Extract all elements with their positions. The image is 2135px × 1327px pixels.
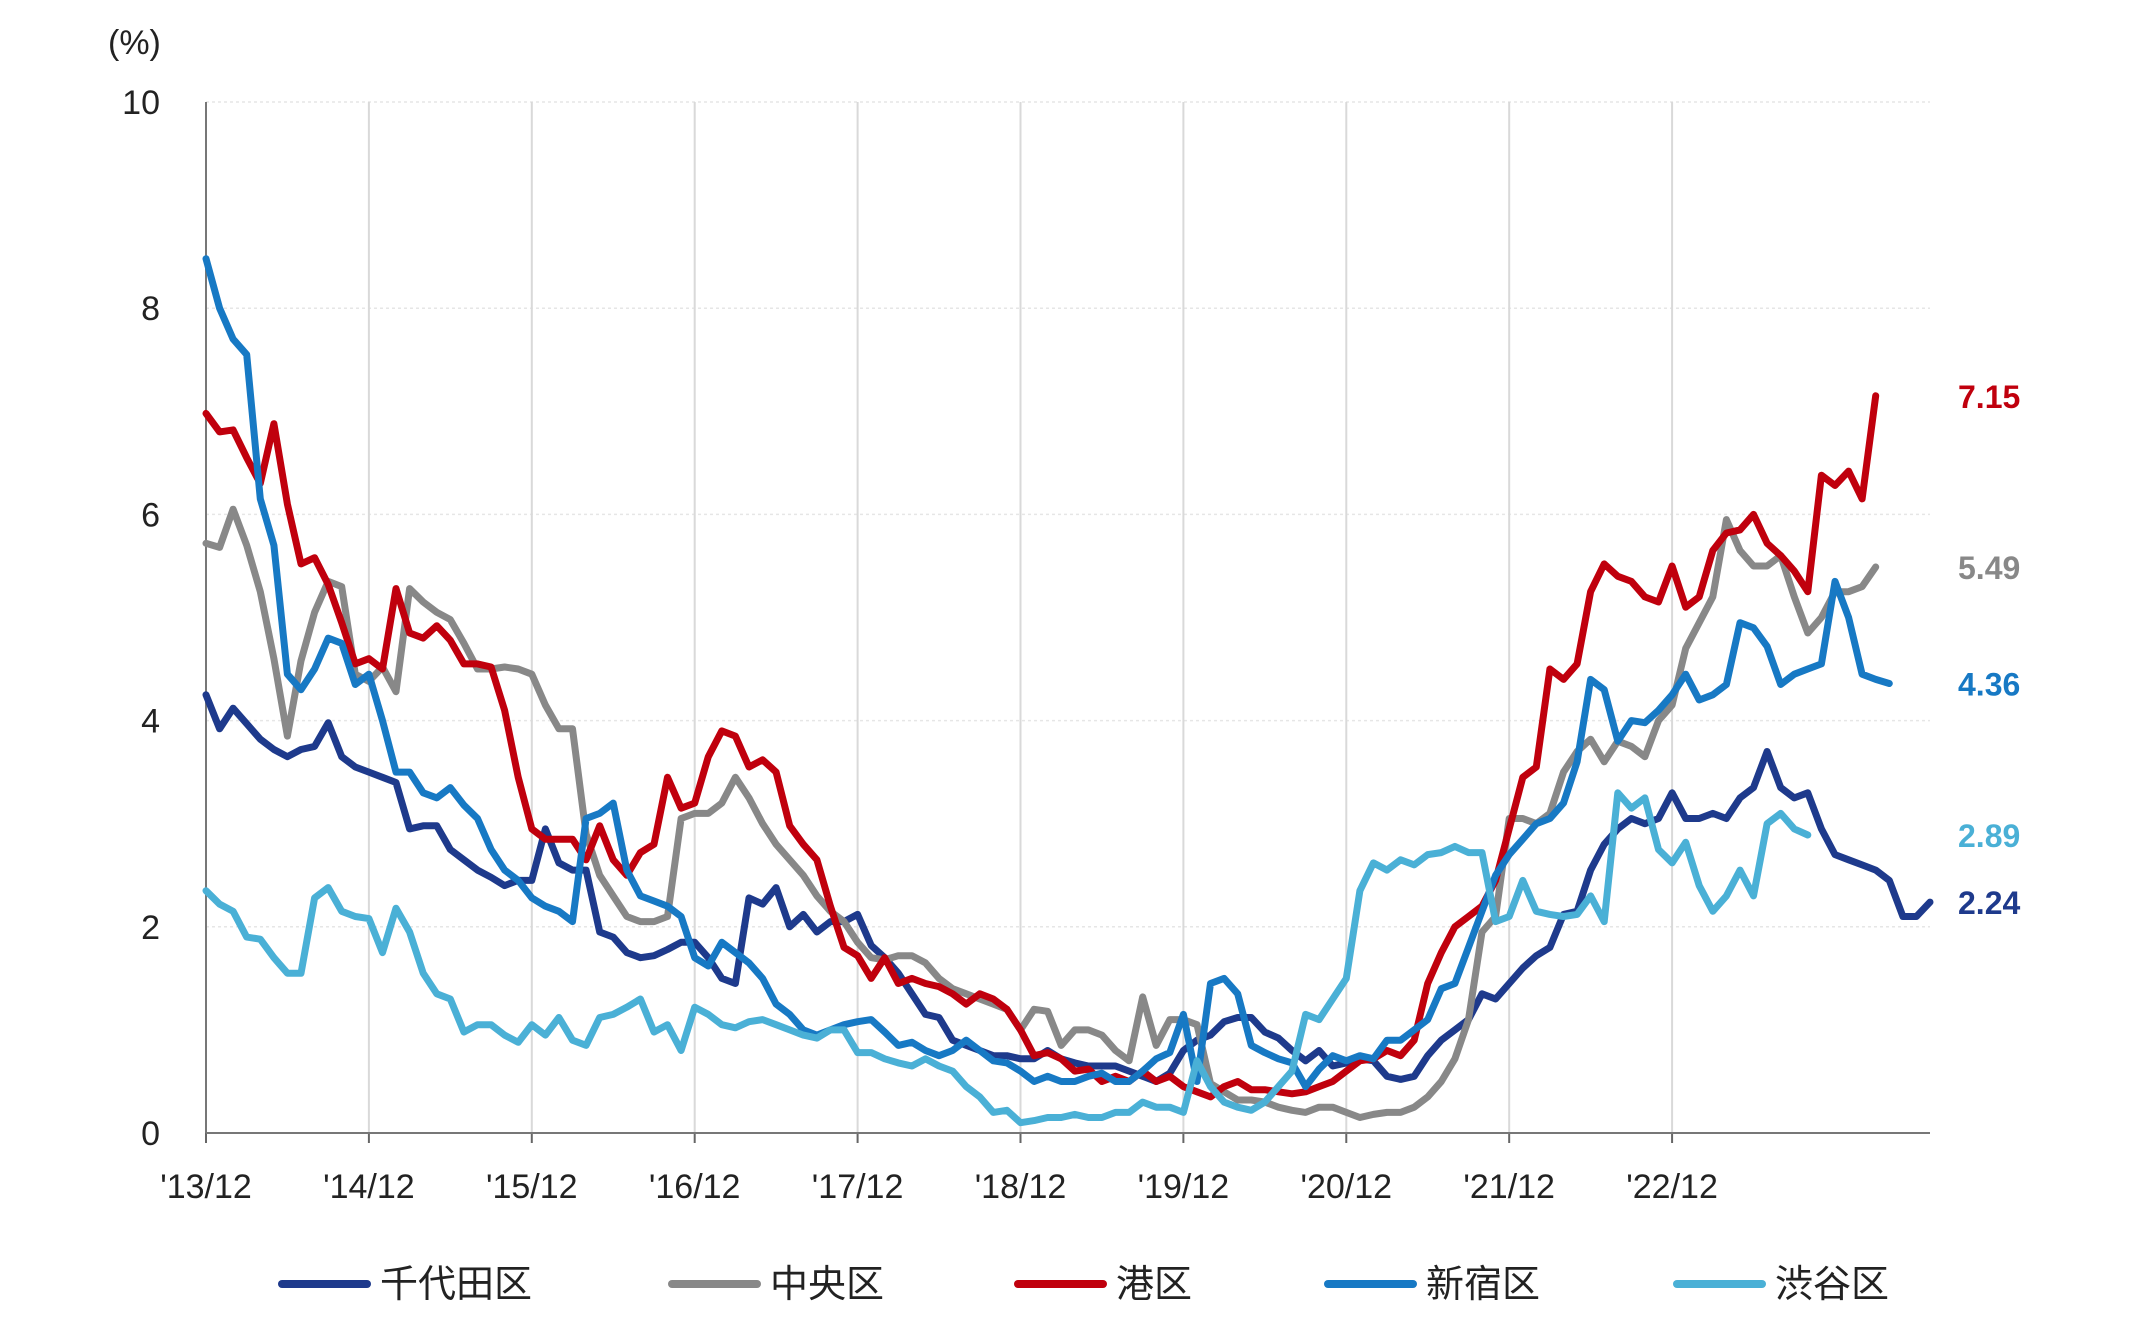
end-value-label: 4.36: [1958, 666, 2020, 702]
y-tick-label: 10: [122, 84, 160, 122]
y-tick-label: 2: [141, 909, 160, 947]
x-tick-label: '22/12: [1626, 1168, 1718, 1206]
series-line: [202, 789, 1812, 1127]
series-line: [202, 392, 1880, 1101]
x-tick-label: '19/12: [1138, 1168, 1230, 1206]
y-tick-label: 6: [141, 496, 160, 534]
x-tick-label: '17/12: [812, 1168, 904, 1206]
series-line: [202, 255, 1893, 1091]
end-value-label: 2.24: [1958, 885, 2020, 921]
x-tick-label: '20/12: [1300, 1168, 1392, 1206]
y-tick-label: 0: [141, 1115, 160, 1153]
legend-label: 中央区: [770, 1262, 884, 1306]
y-tick-labels: 0 2 4 6 8 10: [122, 84, 160, 1153]
end-value-label: 5.49: [1958, 550, 2020, 586]
legend: 千代田区 中央区 港区 新宿区 渋谷区: [278, 1262, 1889, 1306]
legend-label: 千代田区: [380, 1262, 532, 1306]
series-lines: [202, 255, 1934, 1127]
y-unit-label: (%): [108, 24, 161, 62]
x-tick-label: '18/12: [975, 1168, 1067, 1206]
legend-label: 新宿区: [1426, 1262, 1540, 1306]
y-tick-label: 8: [141, 290, 160, 328]
legend-label: 港区: [1116, 1262, 1192, 1306]
y-tick-label: 4: [141, 703, 160, 741]
grid-lines: [206, 101, 1930, 1133]
legend-label: 渋谷区: [1775, 1262, 1889, 1306]
x-tick-label: '21/12: [1463, 1168, 1555, 1206]
x-tick-labels: '13/12 '14/12 '15/12 '16/12 '17/12 '18/12 '19/…: [160, 1168, 1718, 1206]
x-tick-label: '15/12: [486, 1168, 578, 1206]
x-tick-label: '16/12: [649, 1168, 741, 1206]
axes: [205, 102, 1930, 1143]
end-value-label: 2.89: [1958, 818, 2020, 854]
end-value-label: 7.15: [1958, 379, 2020, 415]
x-tick-label: '14/12: [323, 1168, 415, 1206]
x-tick-label: '13/12: [160, 1168, 252, 1206]
series-line: [202, 505, 1880, 1121]
end-value-labels: 2.24 5.49 7.15 4.36 2.89: [1958, 379, 2020, 921]
